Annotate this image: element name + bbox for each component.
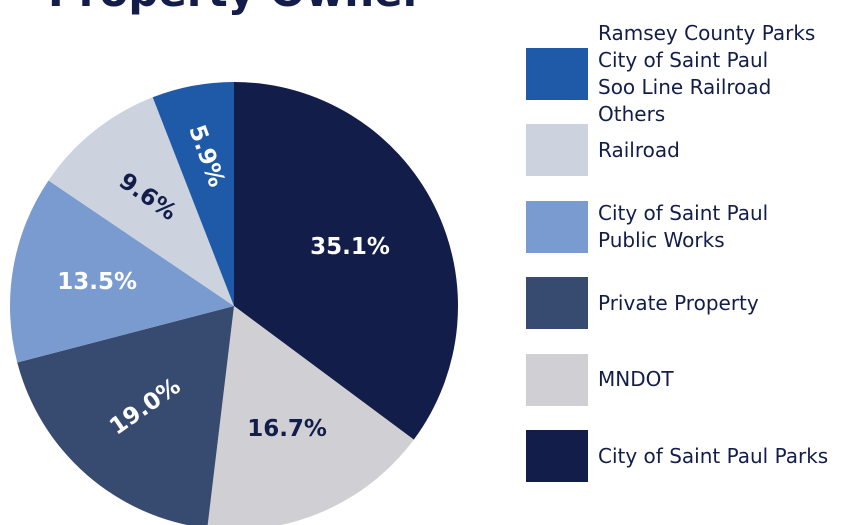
legend-swatch — [526, 48, 588, 100]
data-label: 16.7% — [247, 416, 327, 442]
pie-slice — [17, 306, 234, 525]
legend-item: City of Saint Paul Parks — [526, 430, 828, 482]
legend-swatch — [526, 353, 588, 406]
legend-item: City of Saint Paul Public Works — [526, 200, 769, 253]
legend-swatch — [526, 430, 588, 482]
pie-slice — [10, 180, 235, 363]
legend-item: Private Property — [526, 277, 759, 330]
legend-label: City of Saint Paul Parks — [598, 443, 829, 468]
pie-slice — [207, 306, 414, 525]
legend-item: MNDOT — [526, 353, 674, 406]
pie-slice — [234, 82, 459, 440]
legend-swatch — [526, 124, 588, 177]
pie-slice — [152, 82, 234, 306]
legend-item: Railroad — [526, 124, 680, 177]
legend-label: MNDOT — [598, 367, 674, 392]
legend-item: Ramsey County Parks City of Saint Paul S… — [526, 21, 815, 126]
legend-label: City of Saint Paul Public Works — [598, 200, 769, 252]
legend-label: Private Property — [598, 290, 759, 315]
data-label: 35.1% — [310, 234, 390, 260]
chart-title: Property Owner — [48, 0, 424, 16]
legend-label: Railroad — [598, 137, 680, 162]
data-label: 13.5% — [57, 269, 137, 295]
legend-swatch — [526, 200, 588, 253]
pie-slice — [48, 97, 235, 306]
legend-label: Ramsey County Parks City of Saint Paul S… — [598, 21, 816, 126]
legend-swatch — [526, 277, 588, 330]
